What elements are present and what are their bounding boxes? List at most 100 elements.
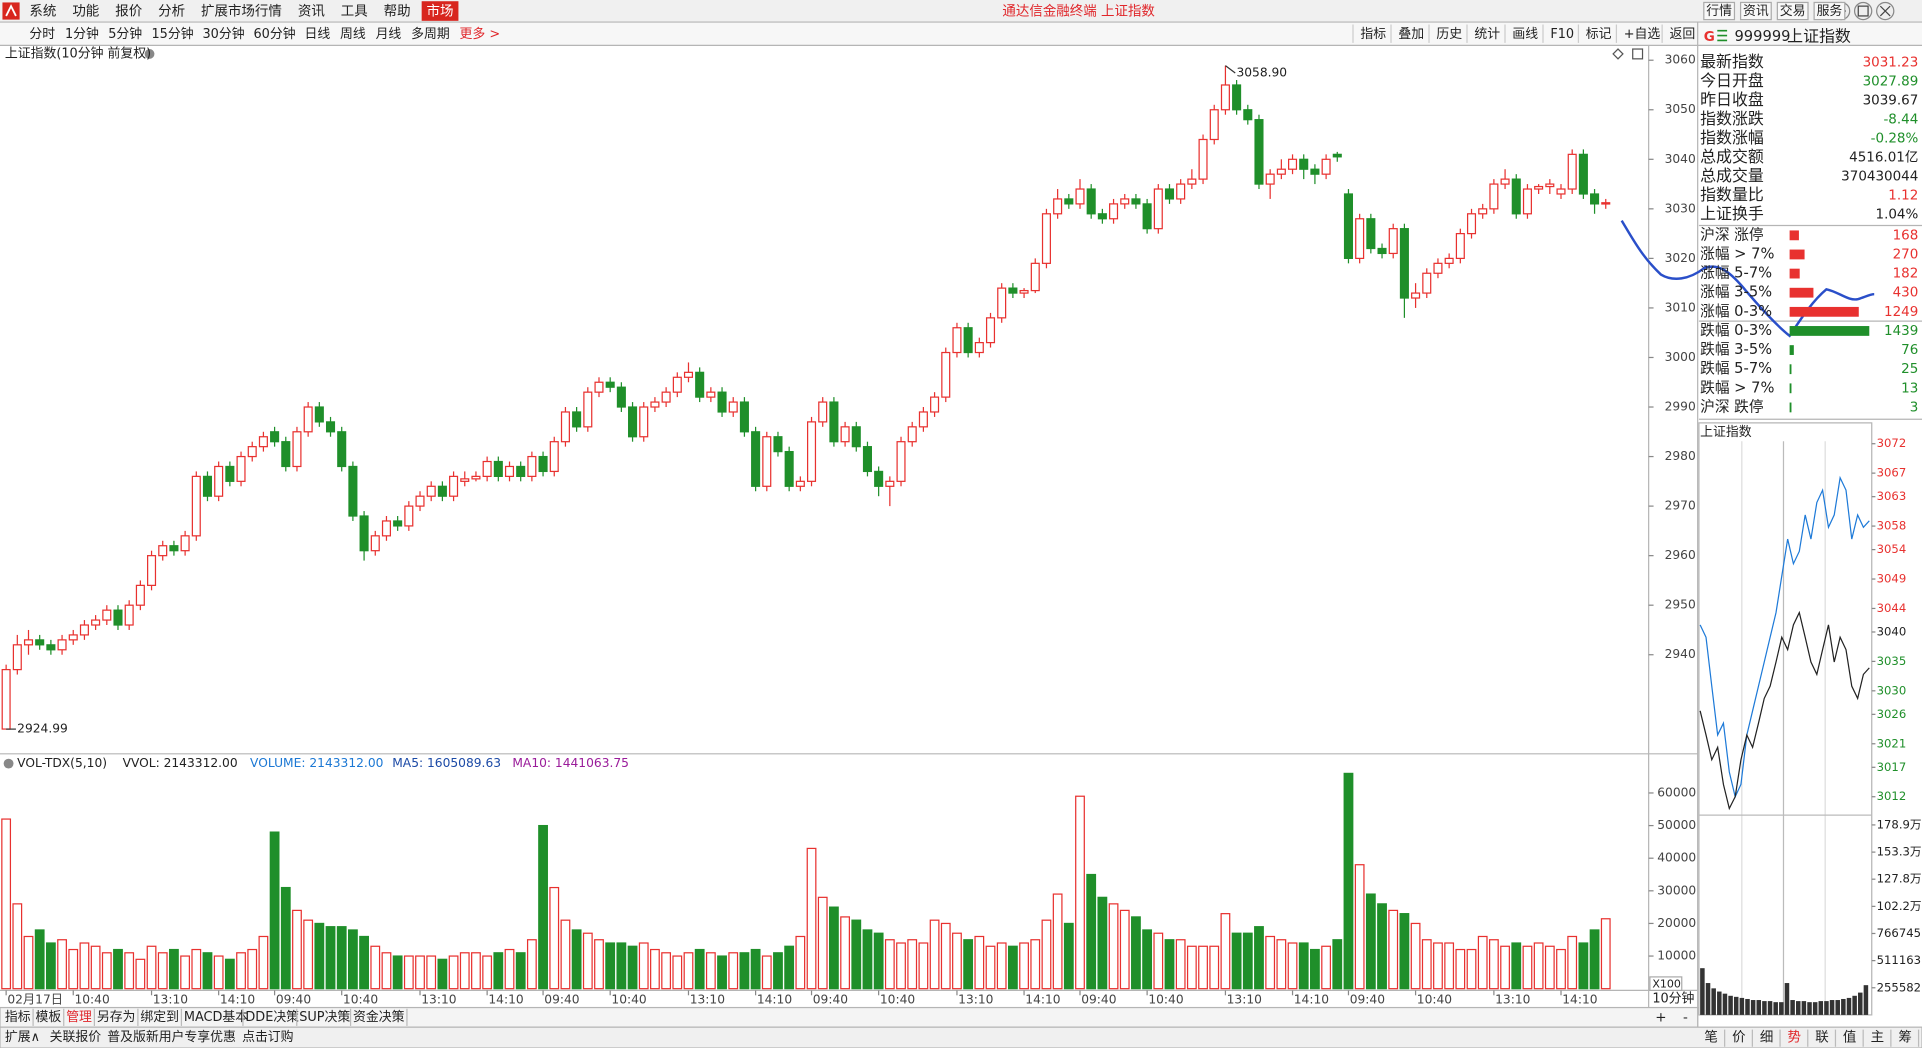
candle-body <box>23 639 34 646</box>
status-item[interactable]: 扩展∧ <box>5 1030 40 1045</box>
market-button[interactable]: 市场 <box>427 3 454 20</box>
tool-button[interactable]: 历史 <box>1436 27 1462 42</box>
status-item[interactable]: 点击订购 <box>242 1029 293 1045</box>
right-tab[interactable]: 势 <box>1788 1030 1801 1046</box>
chart-icon[interactable] <box>1612 48 1624 60</box>
breadth-bar <box>1789 402 1792 413</box>
period-tab[interactable]: 日线 <box>304 27 330 42</box>
tool-button[interactable]: +自选 <box>1624 27 1661 42</box>
menu-item[interactable]: 工具 <box>341 4 368 20</box>
top-button-bg[interactable] <box>1739 1 1772 21</box>
top-button[interactable]: 资讯 <box>1743 4 1769 19</box>
right-tab[interactable]: 联 <box>1815 1030 1828 1046</box>
volume-bar <box>1265 935 1276 990</box>
period-tab[interactable]: 月线 <box>376 27 402 42</box>
breadth-bar <box>1789 287 1814 298</box>
tool-button[interactable]: 统计 <box>1474 27 1500 42</box>
period-tab[interactable]: 1分钟 <box>65 26 99 42</box>
right-tab[interactable]: 价 <box>1732 1030 1746 1046</box>
indicator-menu-icon[interactable] <box>3 758 14 769</box>
menu-item[interactable]: 资讯 <box>298 4 325 20</box>
menu-item[interactable]: 报价 <box>115 4 142 20</box>
mini-volume-bar <box>1762 1001 1767 1015</box>
right-tab[interactable]: 值 <box>1843 1030 1856 1046</box>
volume-bar <box>1399 913 1410 990</box>
candle-body <box>1131 198 1141 205</box>
top-button[interactable]: 服务 <box>1817 3 1843 19</box>
menu-item[interactable]: 分析 <box>158 4 185 20</box>
status-item[interactable]: 普及版新用户专享优惠 <box>107 1029 236 1045</box>
indicator-tab[interactable]: 资金决策 <box>353 1009 405 1025</box>
chart-menu-icon[interactable] <box>144 49 155 59</box>
candle-body <box>1355 218 1365 260</box>
zoom-button[interactable]: - <box>1683 1009 1688 1025</box>
breadth-label: 涨幅 0-3% <box>1700 303 1772 320</box>
period-tab[interactable]: 多周期 <box>411 27 450 42</box>
indicator-tab[interactable]: 管理 <box>66 1010 92 1025</box>
candle-body <box>449 475 459 497</box>
menu-item[interactable]: 扩展市场行情 <box>201 3 282 20</box>
volume-bar <box>806 847 817 990</box>
x-tick-label: 09:40 <box>276 993 311 1007</box>
hand-drawn-line <box>1620 220 1875 338</box>
indicator-tab[interactable]: MACD基本 <box>184 1010 248 1025</box>
menu-item[interactable]: 系统 <box>29 4 56 20</box>
candle-body <box>784 450 794 487</box>
top-button[interactable]: 交易 <box>1780 3 1806 19</box>
indicator-tab[interactable]: 另存为 <box>97 1010 136 1025</box>
volume-bar <box>1343 772 1354 990</box>
volume-bar <box>336 926 347 990</box>
tool-button[interactable]: F10 <box>1550 27 1574 42</box>
period-tab[interactable]: 30分钟 <box>202 26 244 42</box>
indicator-tab[interactable]: DDE决策 <box>245 1009 299 1025</box>
market-button-bg[interactable] <box>421 1 459 21</box>
tool-button[interactable]: 画线 <box>1512 27 1538 42</box>
volume-bar <box>236 952 246 990</box>
volume-bar <box>784 945 795 990</box>
indicator-tab[interactable]: SUP决策 <box>299 1009 350 1025</box>
zoom-button[interactable]: + <box>1655 1009 1666 1025</box>
y-tick-label: 3040 <box>1665 152 1696 166</box>
right-tab[interactable]: 主 <box>1871 1030 1884 1046</box>
mini-y-tick-label: 3035 <box>1877 654 1907 668</box>
candle-body <box>1187 178 1197 185</box>
volume-bar <box>90 945 101 990</box>
top-button[interactable]: 行情 <box>1706 4 1732 19</box>
right-tab[interactable]: 笔 <box>1704 1030 1717 1046</box>
menu-item[interactable]: 帮助 <box>384 4 411 20</box>
x-tick-label: 14:10 <box>1562 993 1597 1007</box>
volume-bar <box>896 942 906 990</box>
volume-bar <box>169 948 179 990</box>
period-tab[interactable]: 5分钟 <box>108 26 142 42</box>
quote-value: 3039.67 <box>1863 93 1919 109</box>
right-tab[interactable]: 细 <box>1760 1030 1773 1046</box>
top-button-bg[interactable] <box>1703 1 1736 21</box>
menu-icon[interactable] <box>1717 29 1728 42</box>
tool-button[interactable]: 返回 <box>1669 27 1695 42</box>
menu-item[interactable]: 功能 <box>72 4 99 20</box>
period-tab[interactable]: 60分钟 <box>253 26 295 42</box>
status-item[interactable]: 关联报价 <box>50 1030 102 1045</box>
quote-label: 最新指数 <box>1700 52 1764 71</box>
chart-icon[interactable] <box>1632 48 1644 60</box>
volume-bar <box>269 831 280 990</box>
tool-button[interactable]: 指标 <box>1360 27 1386 42</box>
top-button-bg[interactable] <box>1776 1 1809 21</box>
restore-button[interactable] <box>1853 1 1873 21</box>
indicator-tab[interactable]: 模板 <box>36 1010 62 1025</box>
top-button-bg[interactable] <box>1813 1 1846 21</box>
candle-body <box>1567 153 1577 190</box>
indicator-tab[interactable]: 绑定到 <box>140 1010 179 1025</box>
indicator-tab[interactable]: 指标 <box>5 1010 31 1025</box>
tool-button[interactable]: 叠加 <box>1398 27 1424 42</box>
more-periods[interactable]: 更多 > <box>460 27 501 42</box>
tool-button[interactable]: 标记 <box>1586 27 1612 42</box>
right-tab[interactable]: 筹 <box>1898 1029 1911 1046</box>
x-tick-label: 13:10 <box>421 993 456 1007</box>
period-tab[interactable]: 15分钟 <box>152 26 194 42</box>
period-tab[interactable]: 周线 <box>340 27 366 42</box>
mini-y-tick-label: 3044 <box>1877 601 1907 615</box>
period-tab[interactable]: 分时 <box>29 27 55 42</box>
volume-bar <box>717 955 727 990</box>
